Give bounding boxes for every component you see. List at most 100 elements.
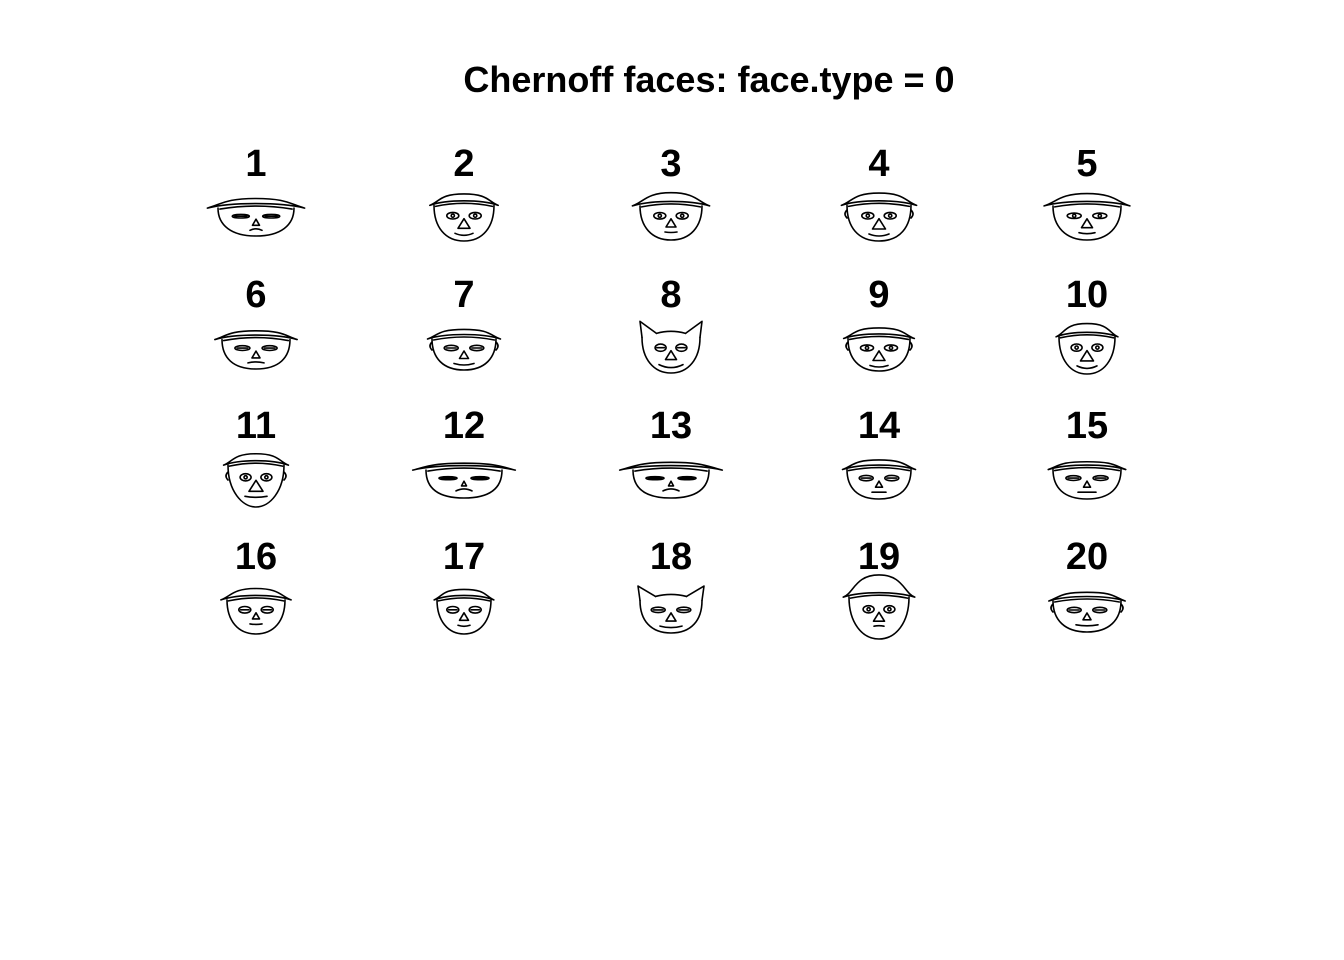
face-head xyxy=(436,599,492,635)
face-ear-right xyxy=(909,341,913,351)
face-hat-brim xyxy=(1053,466,1121,472)
face-ear-right xyxy=(283,471,287,481)
face-hat-brim xyxy=(437,597,491,602)
face-15: 15 xyxy=(1047,405,1127,500)
face-pupil xyxy=(1071,213,1077,219)
face-hat-brim xyxy=(847,202,911,208)
face-pupil xyxy=(866,606,872,612)
face-hat-brim xyxy=(432,336,496,341)
face-nose xyxy=(874,480,884,488)
face-mouth xyxy=(453,362,475,366)
face-head xyxy=(1052,205,1122,241)
face-head xyxy=(221,338,291,370)
face-eye xyxy=(468,344,485,352)
face-hat xyxy=(618,461,724,471)
face-hat-brim xyxy=(1053,203,1121,208)
face-eye xyxy=(261,344,278,352)
face-head xyxy=(425,469,503,499)
face-eye xyxy=(445,605,460,614)
face-pupil xyxy=(888,345,894,351)
face-nose xyxy=(667,480,675,487)
face-18: 18 xyxy=(637,536,705,634)
face-label: 15 xyxy=(1066,405,1108,447)
face-pupil xyxy=(887,606,892,612)
face-hat-brim xyxy=(228,462,284,467)
face-mouth xyxy=(247,361,265,364)
face-head xyxy=(431,338,497,371)
face-eye xyxy=(675,606,692,614)
face-eye xyxy=(675,211,690,220)
face-hat xyxy=(220,587,292,601)
face-eye xyxy=(1092,606,1108,614)
face-brow xyxy=(654,593,688,598)
face-eye xyxy=(470,475,490,481)
face-mouth xyxy=(244,495,268,499)
face-head xyxy=(632,469,710,499)
face-hat-brim xyxy=(427,467,501,472)
face-hat-brim xyxy=(227,597,285,602)
face-nose xyxy=(664,349,678,361)
face-hat xyxy=(842,327,916,340)
face-nose xyxy=(1082,612,1092,621)
face-eye xyxy=(234,344,251,352)
face-eye xyxy=(650,606,667,614)
face-label: 4 xyxy=(868,143,889,185)
face-brow xyxy=(655,330,687,335)
face-eye xyxy=(1066,212,1082,220)
face-8: 8 xyxy=(639,274,703,374)
face-ear-right xyxy=(495,341,499,351)
face-label: 18 xyxy=(650,536,692,578)
face-eye xyxy=(445,211,460,220)
face-nose xyxy=(251,612,261,620)
face-nose xyxy=(1080,218,1094,229)
face-eye xyxy=(231,213,251,219)
face-eye xyxy=(1091,343,1104,352)
face-label: 13 xyxy=(650,405,692,447)
face-eye xyxy=(261,213,281,219)
face-mouth xyxy=(662,488,680,492)
face-5: 5 xyxy=(1043,143,1131,241)
face-nose xyxy=(460,480,468,487)
face-hat-brim xyxy=(434,202,494,208)
face-nose xyxy=(458,612,470,622)
face-head xyxy=(847,337,911,372)
face-eye xyxy=(1092,474,1109,482)
face-eye xyxy=(883,211,898,220)
face-head xyxy=(848,596,910,640)
face-eye xyxy=(883,344,899,352)
face-ear-left xyxy=(844,209,848,219)
face-eye xyxy=(862,604,875,614)
face-label: 6 xyxy=(245,274,266,316)
face-hat-brim xyxy=(847,466,911,472)
face-hat-brim xyxy=(848,335,910,341)
face-hat xyxy=(411,462,517,471)
face-label: 8 xyxy=(660,274,681,316)
face-pupil xyxy=(679,213,685,219)
face-pupil xyxy=(864,345,870,351)
face-eye xyxy=(260,605,275,614)
face-eye xyxy=(1092,212,1108,220)
face-nose xyxy=(457,217,471,230)
face-20: 20 xyxy=(1048,536,1126,633)
face-ear-right xyxy=(685,585,705,602)
face-eye xyxy=(677,475,697,481)
face-11: 11 xyxy=(222,405,290,508)
face-hat-brim xyxy=(1059,334,1115,339)
face-mouth xyxy=(454,232,474,237)
face-mouth xyxy=(658,363,684,369)
face-hat xyxy=(1055,322,1119,338)
face-label: 11 xyxy=(236,405,276,447)
face-14: 14 xyxy=(841,405,917,500)
face-head xyxy=(226,599,286,635)
face-label: 5 xyxy=(1076,143,1097,185)
face-ear-left xyxy=(429,341,433,351)
face-ear-right xyxy=(1120,603,1124,613)
face-hat-brim xyxy=(640,203,702,208)
face-label: 10 xyxy=(1066,274,1108,316)
face-mouth xyxy=(249,623,263,626)
face-3: 3 xyxy=(631,143,711,241)
face-hat xyxy=(426,328,502,340)
face-nose xyxy=(871,217,887,230)
face-eye xyxy=(860,211,875,220)
